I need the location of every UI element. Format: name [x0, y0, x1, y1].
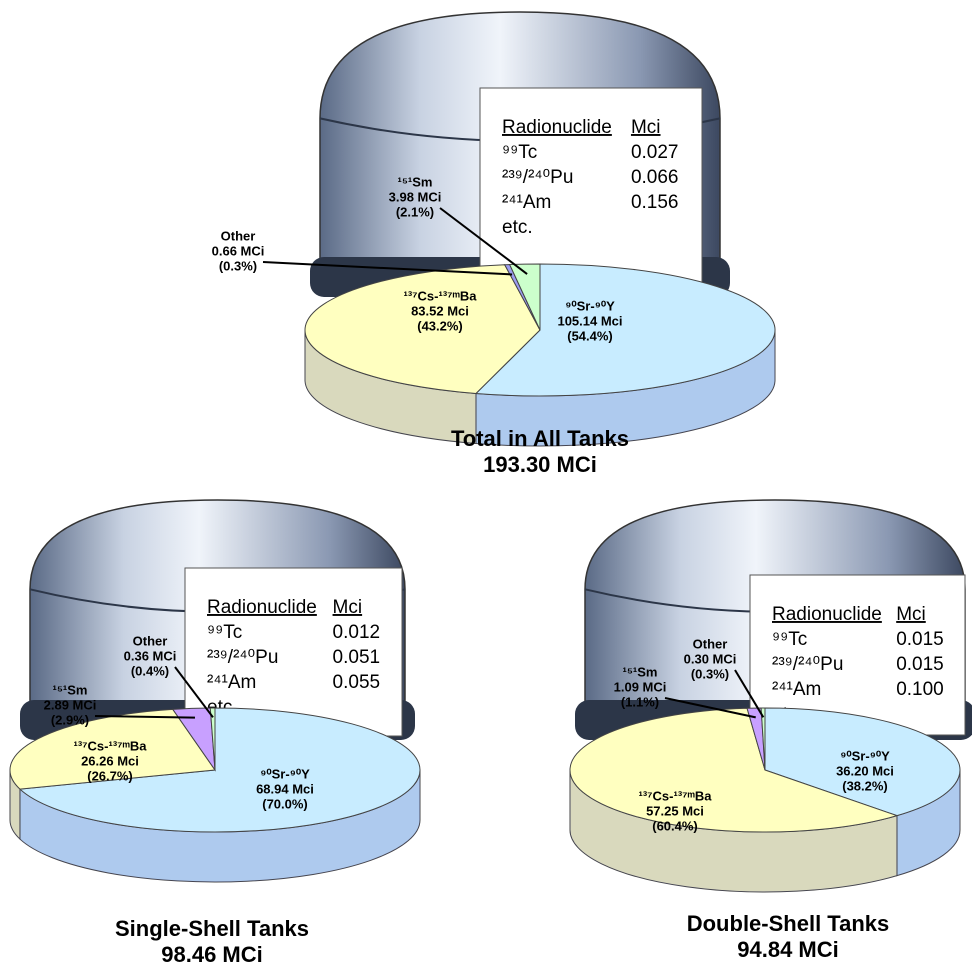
chart-subtitle: 94.84 MCi — [737, 937, 839, 962]
table-header: Mci — [896, 604, 926, 625]
slice-value: 105.14 Mci — [557, 313, 622, 328]
table-cell: 0.051 — [333, 647, 381, 668]
slice-label: ⁹⁰Sr-⁹⁰Y — [565, 298, 615, 313]
chart-title: Double-Shell Tanks — [687, 911, 890, 936]
slice-label: ¹⁵¹Sm — [623, 664, 658, 679]
slice-value: 3.98 MCi — [389, 189, 442, 204]
pie-slice — [474, 263, 776, 397]
slice-percent: (54.4%) — [567, 328, 613, 343]
slice-value: 1.09 MCi — [614, 679, 667, 694]
table-cell: 0.027 — [631, 142, 679, 163]
slice-percent: (70.0%) — [262, 796, 308, 811]
chart-subtitle: 98.46 MCi — [161, 942, 263, 963]
slice-value: 26.26 Mci — [81, 753, 139, 768]
slice-label: Other — [221, 228, 256, 243]
slice-percent: (0.3%) — [691, 666, 729, 681]
table-cell: ⁹⁹Tc — [207, 622, 242, 643]
table-cell: 0.012 — [333, 622, 381, 643]
slice-label: ¹⁵¹Sm — [398, 174, 433, 189]
pie-slice — [508, 263, 541, 331]
table-footer: etc. — [502, 217, 533, 238]
slice-value: 2.89 MCi — [44, 697, 97, 712]
pie-slice — [304, 264, 541, 395]
pie-slice — [760, 707, 766, 771]
leader-line — [734, 669, 765, 718]
table-header: Radionuclide — [502, 117, 612, 138]
slice-percent: (26.7%) — [87, 768, 133, 783]
table-cell: ²⁴¹Am — [502, 192, 551, 213]
leader-line — [94, 715, 195, 719]
slice-label: ¹³⁷Cs-¹³⁷ᵐBa — [404, 288, 478, 303]
slice-value: 68.94 Mci — [256, 781, 314, 796]
table-cell: 0.015 — [896, 629, 944, 650]
slice-value: 83.52 Mci — [411, 303, 469, 318]
slice-percent: (38.2%) — [842, 778, 888, 793]
table-cell: ⁹⁹Tc — [502, 142, 537, 163]
slice-percent: (2.1%) — [396, 204, 434, 219]
slice-label: Other — [693, 636, 728, 651]
chart-title: Single-Shell Tanks — [115, 916, 309, 941]
slice-label: ⁹⁰Sr-⁹⁰Y — [840, 748, 890, 763]
slice-label: ¹⁵¹Sm — [53, 682, 88, 697]
slice-value: 57.25 Mci — [646, 803, 704, 818]
pie-slice — [9, 708, 216, 790]
slice-value: 36.20 Mci — [836, 763, 894, 778]
table-cell: ²⁴¹Am — [207, 672, 256, 693]
slice-value: 0.36 MCi — [124, 648, 177, 663]
table-cell: 0.156 — [631, 192, 679, 213]
pie-side-shade — [896, 770, 961, 876]
table-cell: 0.015 — [896, 654, 944, 675]
table-cell: ²³⁹/²⁴⁰Pu — [207, 647, 278, 668]
table-cell: 0.066 — [631, 167, 679, 188]
pie-side-shade — [570, 770, 897, 892]
pie-side-shade — [475, 330, 775, 447]
table-header: Radionuclide — [772, 604, 882, 625]
slice-percent: (43.2%) — [417, 318, 463, 333]
table-header: Radionuclide — [207, 597, 317, 618]
slice-percent: (0.4%) — [131, 663, 169, 678]
pie-slice — [569, 707, 899, 833]
leader-line — [174, 666, 214, 718]
chart-title: Total in All Tanks — [451, 426, 629, 451]
pie-side-shade — [19, 770, 421, 882]
slice-percent: (0.3%) — [219, 258, 257, 273]
slice-percent: (60.4%) — [652, 818, 698, 833]
pie-slice — [209, 707, 216, 771]
pie-side-shade — [305, 330, 476, 444]
table-cell: ²⁴¹Am — [772, 679, 821, 700]
slice-label: Other — [133, 633, 168, 648]
table-cell: ²³⁹/²⁴⁰Pu — [772, 654, 843, 675]
leader-line — [664, 697, 756, 719]
slice-percent: (2.9%) — [51, 712, 89, 727]
slice-value: 0.66 MCi — [212, 243, 265, 258]
table-cell: 0.055 — [333, 672, 381, 693]
pie-slice — [18, 707, 421, 833]
table-header: Mci — [333, 597, 363, 618]
chart-subtitle: 193.30 MCi — [483, 452, 597, 477]
slice-label: ¹³⁷Cs-¹³⁷ᵐBa — [639, 788, 713, 803]
slice-label: ¹³⁷Cs-¹³⁷ᵐBa — [74, 738, 148, 753]
table-cell: ⁹⁹Tc — [772, 629, 807, 650]
pie-slice — [764, 707, 961, 817]
leader-line — [262, 261, 513, 276]
table-cell: 0.100 — [896, 679, 944, 700]
leader-line — [439, 207, 528, 275]
table-header: Mci — [631, 117, 661, 138]
table-cell: ²³⁹/²⁴⁰Pu — [502, 167, 573, 188]
slice-percent: (1.1%) — [621, 694, 659, 709]
slice-value: 0.30 MCi — [684, 651, 737, 666]
slice-label: ⁹⁰Sr-⁹⁰Y — [260, 766, 310, 781]
